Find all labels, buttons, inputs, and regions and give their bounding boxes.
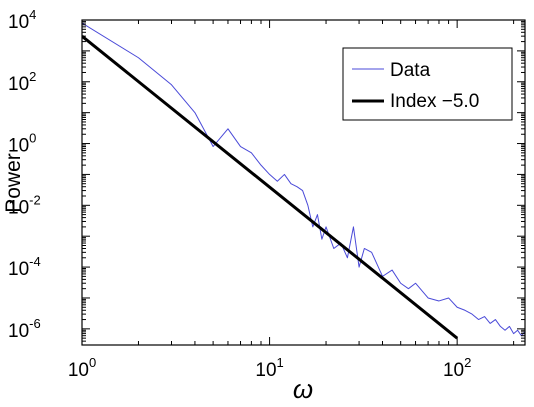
plot-frame <box>81 19 526 346</box>
y-tick-label: 102 <box>8 69 36 95</box>
x-axis-label: ω <box>293 374 313 404</box>
series-layer <box>82 22 525 340</box>
y-tick-label: 100 <box>8 131 36 157</box>
y-axis-label: Power <box>2 153 25 213</box>
series-data-line <box>82 22 525 337</box>
y-tick-label: 104 <box>8 7 36 33</box>
x-tick-label: 101 <box>255 355 283 381</box>
ticks-layer <box>81 19 525 346</box>
legend-box <box>342 47 513 121</box>
legend: Data Index −5.0 <box>342 47 513 121</box>
y-tick-label: 10-4 <box>8 254 41 280</box>
y-tick-label: 10-6 <box>8 316 41 342</box>
x-tick-label: 102 <box>443 355 471 381</box>
tick-label-layer: 100 101 102 10-6 10-4 10-2 100 102 104 <box>8 7 471 381</box>
legend-label-index: Index −5.0 <box>390 91 479 112</box>
series-index-line <box>82 34 459 340</box>
legend-label-data: Data <box>390 60 431 81</box>
y-tick-label: 10-2 <box>8 192 41 218</box>
x-tick-label: 100 <box>68 355 96 381</box>
